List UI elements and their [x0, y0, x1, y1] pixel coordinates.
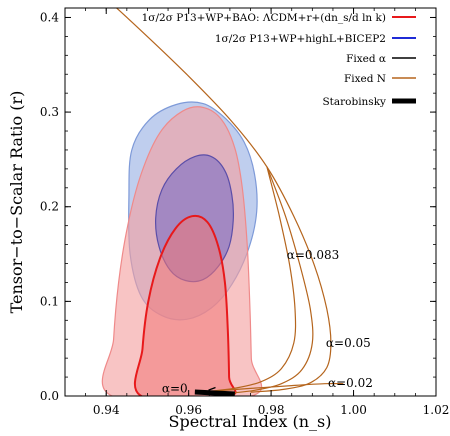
- line-fixed_N_low: [209, 382, 344, 392]
- y-tick-label: 0.2: [40, 200, 59, 214]
- contour-regions: [101, 101, 263, 396]
- y-tick-label: 0.3: [40, 105, 59, 119]
- legend-label: Fixed α: [346, 53, 386, 65]
- x-axis-label: Spectral Index (n_s): [169, 412, 332, 431]
- x-tick-label: 1.02: [423, 403, 450, 417]
- legend: 1σ/2σ P13+WP+BAO: ΛCDM+r+(dn_s/d ln k) 1σ…: [142, 12, 416, 108]
- line-fixed_N_inner: [209, 166, 297, 392]
- line-fixed_alpha_short: [208, 386, 216, 391]
- annotation-label: α=0.02: [328, 376, 373, 390]
- starobinsky-point: [194, 389, 235, 397]
- starobinsky-segment: [194, 389, 235, 397]
- y-tick-label: 0.0: [40, 389, 59, 403]
- annotation-label: α=0.05: [326, 336, 371, 350]
- axis-ticks: 0.94 0.96 0.98 1.00 1.02 0.0 0.1 0.2 0.3 0.4: [40, 8, 449, 417]
- contour-p13_1sigma: [133, 214, 237, 396]
- model-lines: [115, 8, 344, 394]
- line-fixed_N_outer: [115, 8, 332, 393]
- annotations: α=0.083 α=0.05 α=0.02 α=0: [162, 248, 373, 396]
- x-tick-label: 0.94: [93, 403, 120, 417]
- y-axis-label: Tensor−to−Scalar Ratio (r): [7, 91, 26, 314]
- annotation-label: α=0: [162, 382, 188, 396]
- legend-label: Starobinsky: [322, 96, 386, 108]
- annotation-label: α=0.083: [287, 248, 340, 262]
- line-fixed_N_mid: [229, 166, 314, 394]
- legend-label: 1σ/2σ P13+WP+highL+BICEP2: [215, 33, 386, 45]
- x-tick-label: 0.96: [175, 403, 202, 417]
- y-tick-label: 0.4: [40, 10, 59, 24]
- legend-label: Fixed N: [344, 73, 386, 85]
- y-tick-label: 0.1: [40, 294, 59, 308]
- x-tick-label: 0.98: [258, 403, 285, 417]
- x-tick-label: 1.00: [340, 403, 367, 417]
- legend-label: 1σ/2σ P13+WP+BAO: ΛCDM+r+(dn_s/d ln k): [142, 12, 386, 24]
